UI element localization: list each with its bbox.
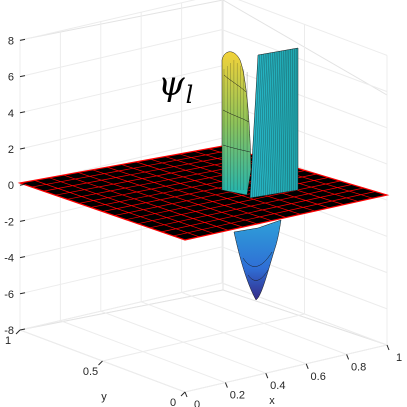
mesh-line [267, 52, 273, 196]
mesh-line [254, 54, 262, 198]
trough-surface [233, 219, 282, 301]
mesh-line [262, 53, 270, 196]
z-tick [19, 183, 26, 186]
grid-line [19, 246, 223, 295]
z-tick [19, 111, 26, 114]
mesh-line [173, 191, 376, 237]
x-tick-label: 0.6 [311, 371, 326, 383]
z-tick [19, 219, 26, 222]
surface-annotation: ψl [158, 64, 193, 109]
annotation-symbol: ψ [158, 64, 185, 104]
y-axis-ticks: 00.51 [5, 329, 186, 407]
mesh-line [286, 49, 290, 192]
mesh-line [252, 54, 260, 198]
mesh-line [137, 180, 341, 225]
mesh-line [273, 51, 279, 195]
x-tick-label: 0.4 [270, 380, 285, 392]
y-tick [180, 391, 186, 397]
y-tick-label: 1 [5, 335, 11, 347]
mesh-line [256, 54, 264, 197]
mesh-line [291, 48, 293, 192]
x-tick-label: 0.2 [230, 390, 245, 402]
z-tick-label: -2 [4, 216, 14, 228]
positive-lobe [221, 51, 252, 196]
y-tick [98, 360, 103, 366]
mesh-line [135, 161, 301, 215]
z-tick-label: 4 [8, 108, 14, 120]
grid-line [19, 65, 223, 114]
mesh-line [161, 187, 364, 233]
z-tick [19, 256, 26, 259]
z-tick-label: 8 [8, 35, 14, 47]
z-tick-label: 2 [8, 144, 14, 156]
z-tick-label: -6 [4, 289, 14, 301]
annotation-subscript: l [186, 81, 194, 109]
mesh-line [276, 51, 280, 194]
lobe-contour [222, 144, 251, 153]
x-tick [386, 344, 390, 351]
y-tick-label: 0.5 [83, 366, 98, 378]
lobe-stripes [223, 60, 248, 190]
grid-line [19, 0, 196, 41]
vertical-wall [249, 47, 299, 199]
grid-line [19, 282, 223, 331]
z-tick [19, 38, 26, 41]
mesh-line [260, 53, 268, 197]
z-axis-ticks: -8 -6 -4 -2 0 2 4 6 8 [4, 35, 26, 337]
z-tick-label: 0 [8, 180, 14, 192]
x-tick-label: 0.8 [351, 361, 366, 373]
lobe-contour [223, 74, 247, 93]
y-axis-label: y [101, 391, 107, 403]
mesh-line [269, 52, 275, 195]
x-tick [265, 373, 269, 379]
z-tick [19, 292, 26, 295]
mesh-line [293, 48, 295, 191]
x-tick-label: 1 [396, 352, 402, 364]
grid-line [19, 101, 223, 150]
z-tick-label: 6 [8, 72, 14, 84]
mesh-line [149, 184, 352, 229]
x-tick-label: 0 [194, 399, 200, 407]
trough-contour [242, 251, 273, 267]
y-tick [15, 329, 21, 335]
x-axis-label: x [269, 395, 275, 407]
x-tick [224, 382, 228, 388]
wall-stripes [252, 48, 297, 198]
mesh-line [284, 49, 288, 193]
x-axis-ticks: 0 0.2 0.4 0.6 0.8 1 [184, 344, 402, 407]
grid-line [19, 29, 223, 78]
x-tick [184, 391, 188, 398]
plane-edge [17, 145, 390, 241]
z-tick [19, 147, 26, 150]
mesh-line [289, 49, 291, 192]
grid-line [102, 313, 305, 362]
z-tick [19, 328, 26, 331]
x-tick [305, 363, 309, 369]
y-tick-label: 0 [170, 397, 176, 407]
trough-contour [247, 269, 269, 281]
z-tick-label: -4 [4, 253, 14, 265]
mesh-line [282, 50, 286, 193]
mesh-line [258, 53, 266, 197]
mesh-line [271, 51, 277, 195]
z-tick-label: -8 [4, 325, 14, 337]
mesh-line [265, 52, 271, 196]
negative-trough [233, 219, 282, 301]
mesh-line [278, 50, 282, 194]
mesh-line [280, 50, 284, 193]
grid-line [184, 344, 388, 393]
z-tick [19, 75, 26, 78]
x-tick [346, 354, 350, 360]
